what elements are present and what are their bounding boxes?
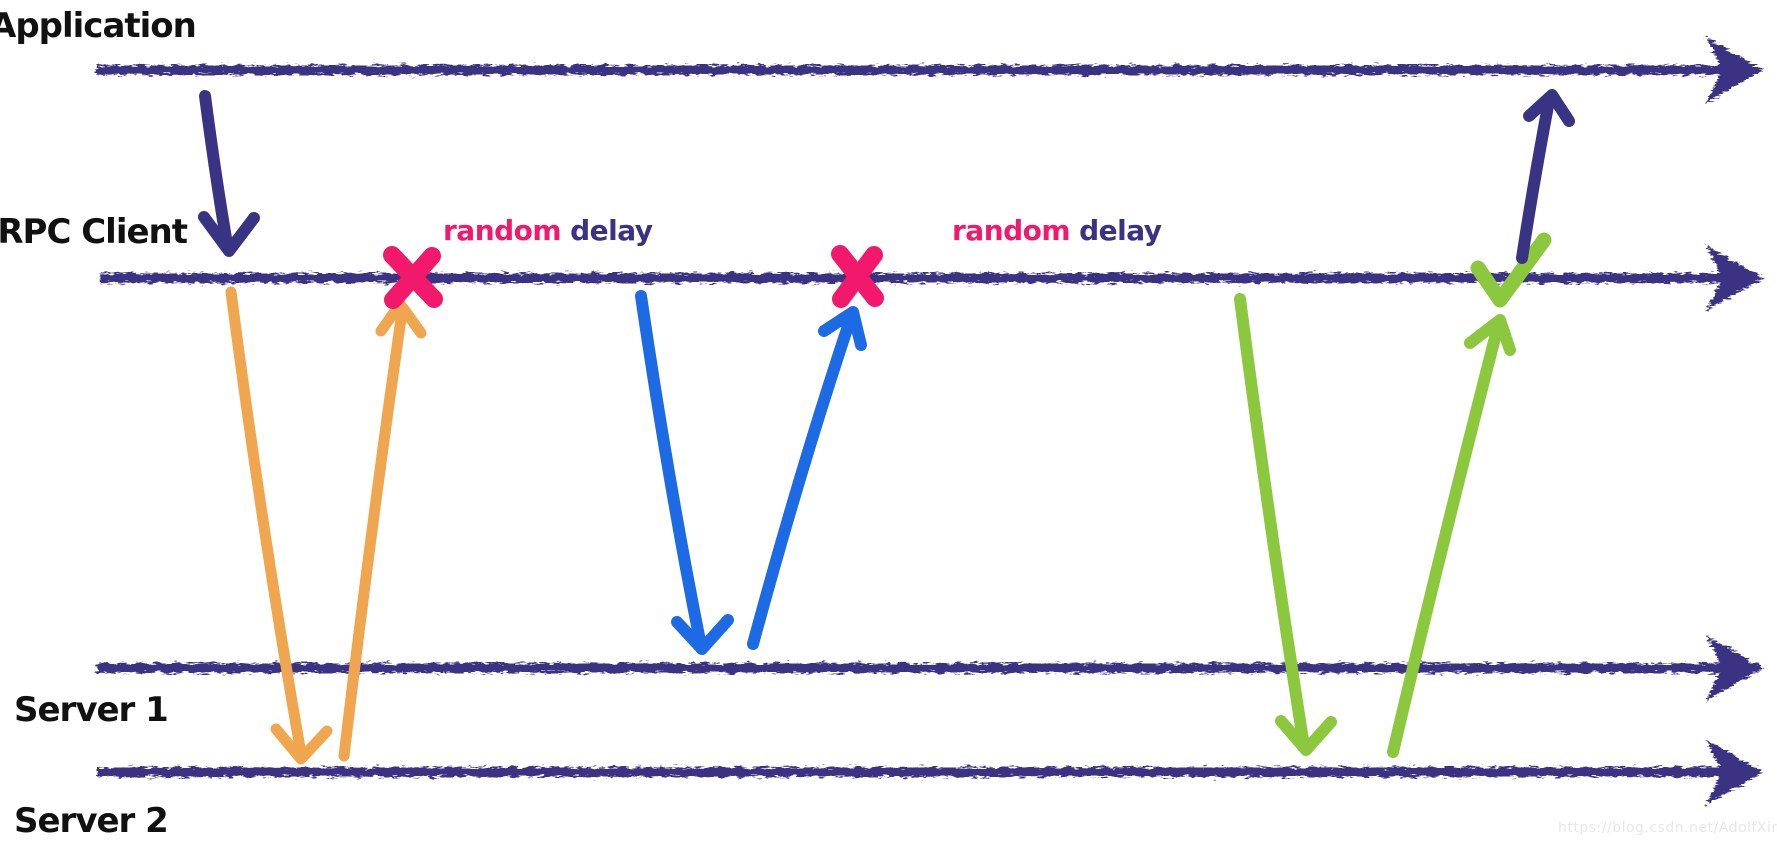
success-check-icon [1470, 232, 1552, 308]
random-delay-label: random delay [443, 214, 653, 247]
arrow-attempt3-request [1234, 293, 1337, 756]
timelines [96, 37, 1763, 805]
random-delay-word-random: random [443, 214, 562, 247]
timeline-server-1 [97, 635, 1763, 701]
lane-label-server-2: Server 2 [14, 801, 169, 841]
arrow-client-to-app [1516, 89, 1575, 264]
timeline-server-2 [97, 739, 1763, 805]
arrow-attempt2-request [635, 290, 734, 655]
arrow-attempt1-request [225, 286, 333, 765]
failure-x-icon [383, 246, 443, 309]
arrow-attempt1-response [338, 298, 427, 762]
arrow-app-to-client [198, 90, 260, 257]
lane-label-grpc-client: gRPC Client [0, 212, 188, 252]
random-delay-word-delay: delay [1079, 214, 1162, 247]
csdn-watermark: https://blog.csdn.net/AdolfXin [1558, 820, 1777, 836]
random-delay-word-random: random [952, 214, 1071, 247]
arrow-attempt3-response [1387, 314, 1516, 758]
random-delay-word-delay: delay [570, 214, 653, 247]
lane-label-server-1: Server 1 [14, 690, 169, 730]
timeline-application [96, 37, 1763, 103]
random-delay-label: random delay [952, 214, 1162, 247]
timeline-grpc-client [100, 245, 1763, 311]
failure-x-icon [831, 245, 884, 308]
lane-label-application: Application [0, 6, 197, 46]
arrow-attempt2-response [747, 306, 867, 650]
